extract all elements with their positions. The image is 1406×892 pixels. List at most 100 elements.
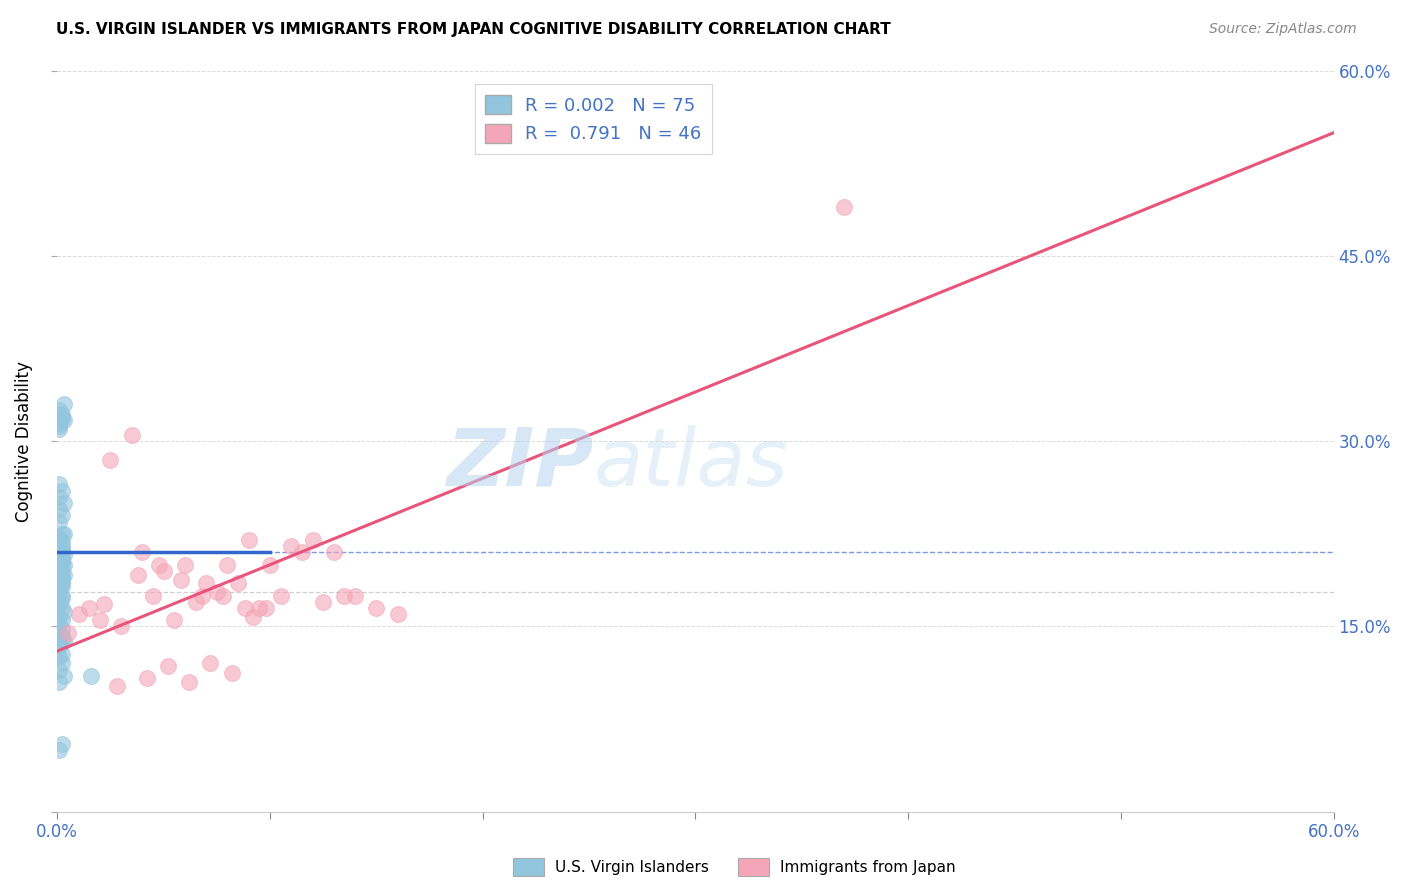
- Point: [52, 548, 75, 562]
- Point: [51, 600, 73, 615]
- Point: [212, 589, 235, 603]
- Point: [51, 412, 73, 426]
- Point: [51, 535, 73, 549]
- Point: [48, 490, 70, 504]
- Point: [344, 589, 367, 603]
- Point: [52, 634, 75, 648]
- Point: [51, 570, 73, 584]
- Text: U.S. Virgin Islanders: U.S. Virgin Islanders: [555, 860, 709, 874]
- Point: [48, 743, 70, 757]
- Point: [51, 632, 73, 646]
- Point: [170, 573, 193, 587]
- Point: [51, 526, 73, 541]
- Point: [48, 582, 70, 597]
- Point: [205, 585, 228, 599]
- Point: [48, 675, 70, 690]
- Point: [48, 585, 70, 599]
- Point: [48, 548, 70, 562]
- Point: [301, 533, 323, 547]
- Point: [247, 600, 270, 615]
- Y-axis label: Cognitive Disability: Cognitive Disability: [15, 361, 32, 522]
- Point: [48, 570, 70, 584]
- Point: [254, 600, 277, 615]
- Point: [291, 545, 314, 559]
- Point: [200, 657, 222, 671]
- Point: [195, 576, 218, 591]
- Point: [51, 629, 73, 643]
- Point: [238, 533, 260, 547]
- Point: [127, 567, 149, 582]
- Point: [259, 558, 281, 572]
- Point: [51, 573, 73, 587]
- Point: [48, 595, 70, 609]
- Point: [51, 407, 73, 421]
- Point: [51, 483, 73, 498]
- Point: [312, 595, 335, 609]
- Point: [48, 531, 70, 545]
- Point: [51, 613, 73, 627]
- Point: [110, 619, 132, 633]
- Point: [51, 591, 73, 605]
- Point: [48, 535, 70, 549]
- Point: [48, 539, 70, 553]
- Point: [280, 539, 302, 553]
- Point: [174, 558, 197, 572]
- Point: [48, 419, 70, 434]
- Point: [51, 564, 73, 578]
- Point: [48, 515, 70, 529]
- Point: [51, 589, 73, 603]
- Text: ZIP: ZIP: [446, 425, 593, 502]
- Point: [48, 545, 70, 559]
- Point: [52, 567, 75, 582]
- Point: [48, 650, 70, 665]
- Point: [51, 657, 73, 671]
- Point: [52, 605, 75, 619]
- Point: [135, 671, 157, 685]
- Point: [217, 558, 239, 572]
- Point: [48, 625, 70, 640]
- Point: [51, 576, 73, 591]
- Point: [52, 669, 75, 683]
- Point: [48, 560, 70, 574]
- Point: [322, 545, 344, 559]
- Point: [51, 622, 73, 636]
- Point: [77, 600, 100, 615]
- Point: [48, 551, 70, 566]
- Point: [67, 607, 90, 621]
- Text: Immigrants from Japan: Immigrants from Japan: [780, 860, 956, 874]
- Point: [51, 545, 73, 559]
- Point: [48, 609, 70, 624]
- Text: atlas: atlas: [593, 425, 789, 502]
- Point: [48, 416, 70, 430]
- Point: [131, 545, 153, 559]
- Point: [48, 539, 70, 553]
- Point: [52, 526, 75, 541]
- Point: [51, 647, 73, 661]
- Point: [48, 542, 70, 557]
- Point: [51, 541, 73, 556]
- Point: [270, 589, 292, 603]
- Point: [48, 566, 70, 581]
- Point: [191, 589, 214, 603]
- Point: [51, 508, 73, 523]
- Point: [387, 607, 409, 621]
- Point: [226, 576, 249, 591]
- Text: Source: ZipAtlas.com: Source: ZipAtlas.com: [1209, 22, 1357, 37]
- Point: [48, 616, 70, 631]
- Point: [105, 679, 128, 693]
- Point: [48, 640, 70, 655]
- Point: [52, 413, 75, 427]
- Point: [48, 597, 70, 611]
- Point: [48, 560, 70, 574]
- Point: [242, 609, 264, 624]
- Text: U.S. VIRGIN ISLANDER VS IMMIGRANTS FROM JAPAN COGNITIVE DISABILITY CORRELATION C: U.S. VIRGIN ISLANDER VS IMMIGRANTS FROM …: [56, 22, 891, 37]
- Point: [56, 625, 79, 640]
- Point: [52, 496, 75, 510]
- Point: [333, 589, 356, 603]
- Point: [48, 416, 70, 430]
- Point: [80, 669, 103, 683]
- Point: [184, 595, 207, 609]
- Point: [152, 564, 174, 578]
- Point: [48, 477, 70, 491]
- Point: [52, 397, 75, 411]
